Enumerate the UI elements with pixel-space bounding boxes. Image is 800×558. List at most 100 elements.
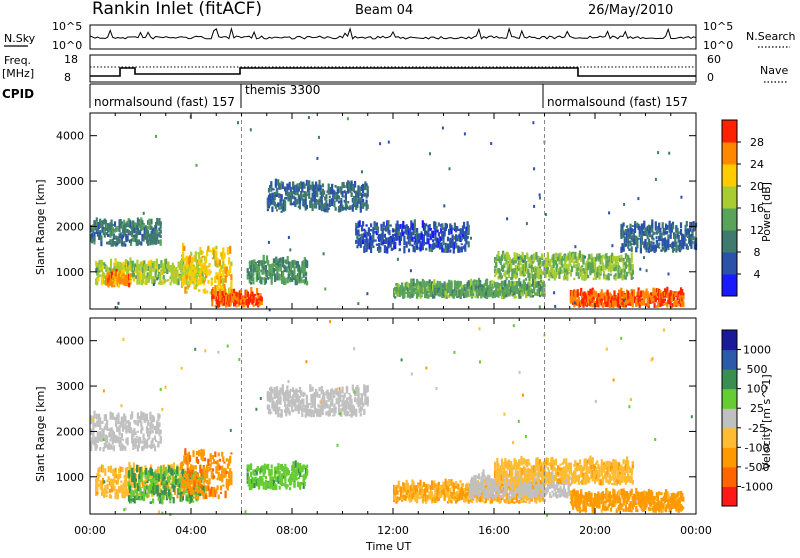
heatmap-cell [158, 422, 160, 427]
heatmap-cell [318, 205, 320, 208]
heatmap-cell [228, 259, 230, 264]
heatmap-cell [486, 279, 488, 287]
heatmap-cell [229, 456, 231, 464]
heatmap-cell [503, 263, 505, 265]
heatmap-cell [99, 474, 101, 477]
heatmap-cell [275, 204, 277, 209]
heatmap-cell [385, 238, 387, 243]
heatmap-cell [682, 296, 684, 300]
heatmap-cell [191, 470, 193, 473]
heatmap-cell [182, 494, 184, 496]
heatmap-cell [108, 466, 110, 471]
heatmap-cell [160, 281, 162, 285]
heatmap-cell [160, 230, 162, 234]
heatmap-cell [97, 420, 99, 427]
heatmap-cell [129, 273, 131, 276]
heatmap-cell [131, 411, 133, 418]
heatmap-cell [194, 279, 196, 284]
heatmap-cell [515, 296, 517, 298]
heatmap-cell [337, 186, 339, 189]
heatmap-cell [632, 296, 634, 300]
heatmap-cell [538, 282, 540, 286]
heatmap-cell [650, 297, 652, 300]
heatmap-cell [202, 251, 204, 254]
heatmap-cell [128, 230, 130, 233]
y-tick-label: 2000 [56, 220, 84, 233]
heatmap-cell [143, 494, 145, 500]
heatmap-cell [120, 481, 122, 483]
heatmap-cell [367, 190, 369, 192]
heatmap-cell [125, 426, 127, 432]
heatmap-speckle [623, 299, 625, 302]
heatmap-cell [366, 200, 368, 204]
heatmap-cell [623, 248, 625, 251]
heatmap-cell [316, 193, 318, 197]
heatmap-cell [578, 263, 580, 266]
heatmap-cell [393, 237, 395, 241]
heatmap-cell [433, 243, 435, 247]
heatmap-cell [155, 440, 157, 442]
heatmap-cell [215, 246, 217, 250]
heatmap-cell [414, 227, 416, 233]
heatmap-cell [366, 224, 368, 226]
heatmap-cell [343, 195, 345, 197]
heatmap-speckle [584, 256, 586, 259]
heatmap-cell [204, 476, 206, 480]
heatmap-cell [602, 265, 604, 272]
heatmap-cell [632, 277, 634, 279]
heatmap-cell [633, 232, 635, 238]
heatmap-cell [217, 263, 219, 267]
heatmap-cell [199, 271, 201, 275]
heatmap-cell [142, 472, 144, 475]
y-tick-label: 1000 [56, 266, 84, 279]
heatmap-cell [281, 194, 283, 201]
heatmap-cell [230, 471, 232, 476]
heatmap-cell [141, 427, 143, 431]
heatmap-cell [403, 246, 405, 254]
heatmap-cell [655, 244, 657, 249]
heatmap-cell [119, 432, 121, 436]
heatmap-cell [458, 247, 460, 253]
heatmap-cell [372, 246, 374, 248]
heatmap-cell [438, 232, 440, 237]
heatmap-cell [158, 264, 160, 270]
heatmap-cell [357, 194, 359, 198]
heatmap-cell [92, 432, 94, 438]
heatmap-cell [150, 502, 152, 504]
heatmap-cell [132, 448, 134, 450]
heatmap-cell [306, 205, 308, 209]
heatmap-cell [441, 245, 443, 248]
heatmap-cell [183, 460, 185, 464]
heatmap-cell [229, 267, 231, 273]
heatmap-cell [306, 281, 308, 286]
heatmap-cell [479, 284, 481, 287]
heatmap-speckle [237, 121, 239, 124]
heatmap-cell [250, 472, 252, 477]
heatmap-cell [386, 251, 388, 253]
heatmap-cell [130, 243, 132, 246]
heatmap-cell [147, 485, 149, 488]
heatmap-cell [167, 279, 169, 281]
heatmap-cell [140, 273, 142, 277]
heatmap-cell [655, 221, 657, 227]
velocity-heatmap-cells [90, 320, 693, 517]
heatmap-speckle [143, 212, 145, 215]
heatmap-cell [610, 274, 612, 276]
heatmap-cell [432, 231, 434, 239]
heatmap-cell [525, 278, 527, 281]
heatmap-cell [278, 207, 280, 210]
cpid-label: CPID [2, 87, 34, 101]
heatmap-cell [308, 190, 310, 195]
heatmap-cell [160, 430, 162, 434]
heatmap-cell [113, 285, 115, 287]
heatmap-cell [305, 196, 307, 200]
heatmap-cell [96, 492, 98, 495]
heatmap-cell [581, 265, 583, 267]
heatmap-cell [138, 479, 140, 485]
heatmap-cell [205, 256, 207, 263]
heatmap-cell [627, 292, 629, 295]
heatmap-cell [138, 223, 140, 226]
heatmap-cell [375, 239, 377, 241]
heatmap-cell [184, 451, 186, 455]
heatmap-cell [110, 259, 112, 266]
